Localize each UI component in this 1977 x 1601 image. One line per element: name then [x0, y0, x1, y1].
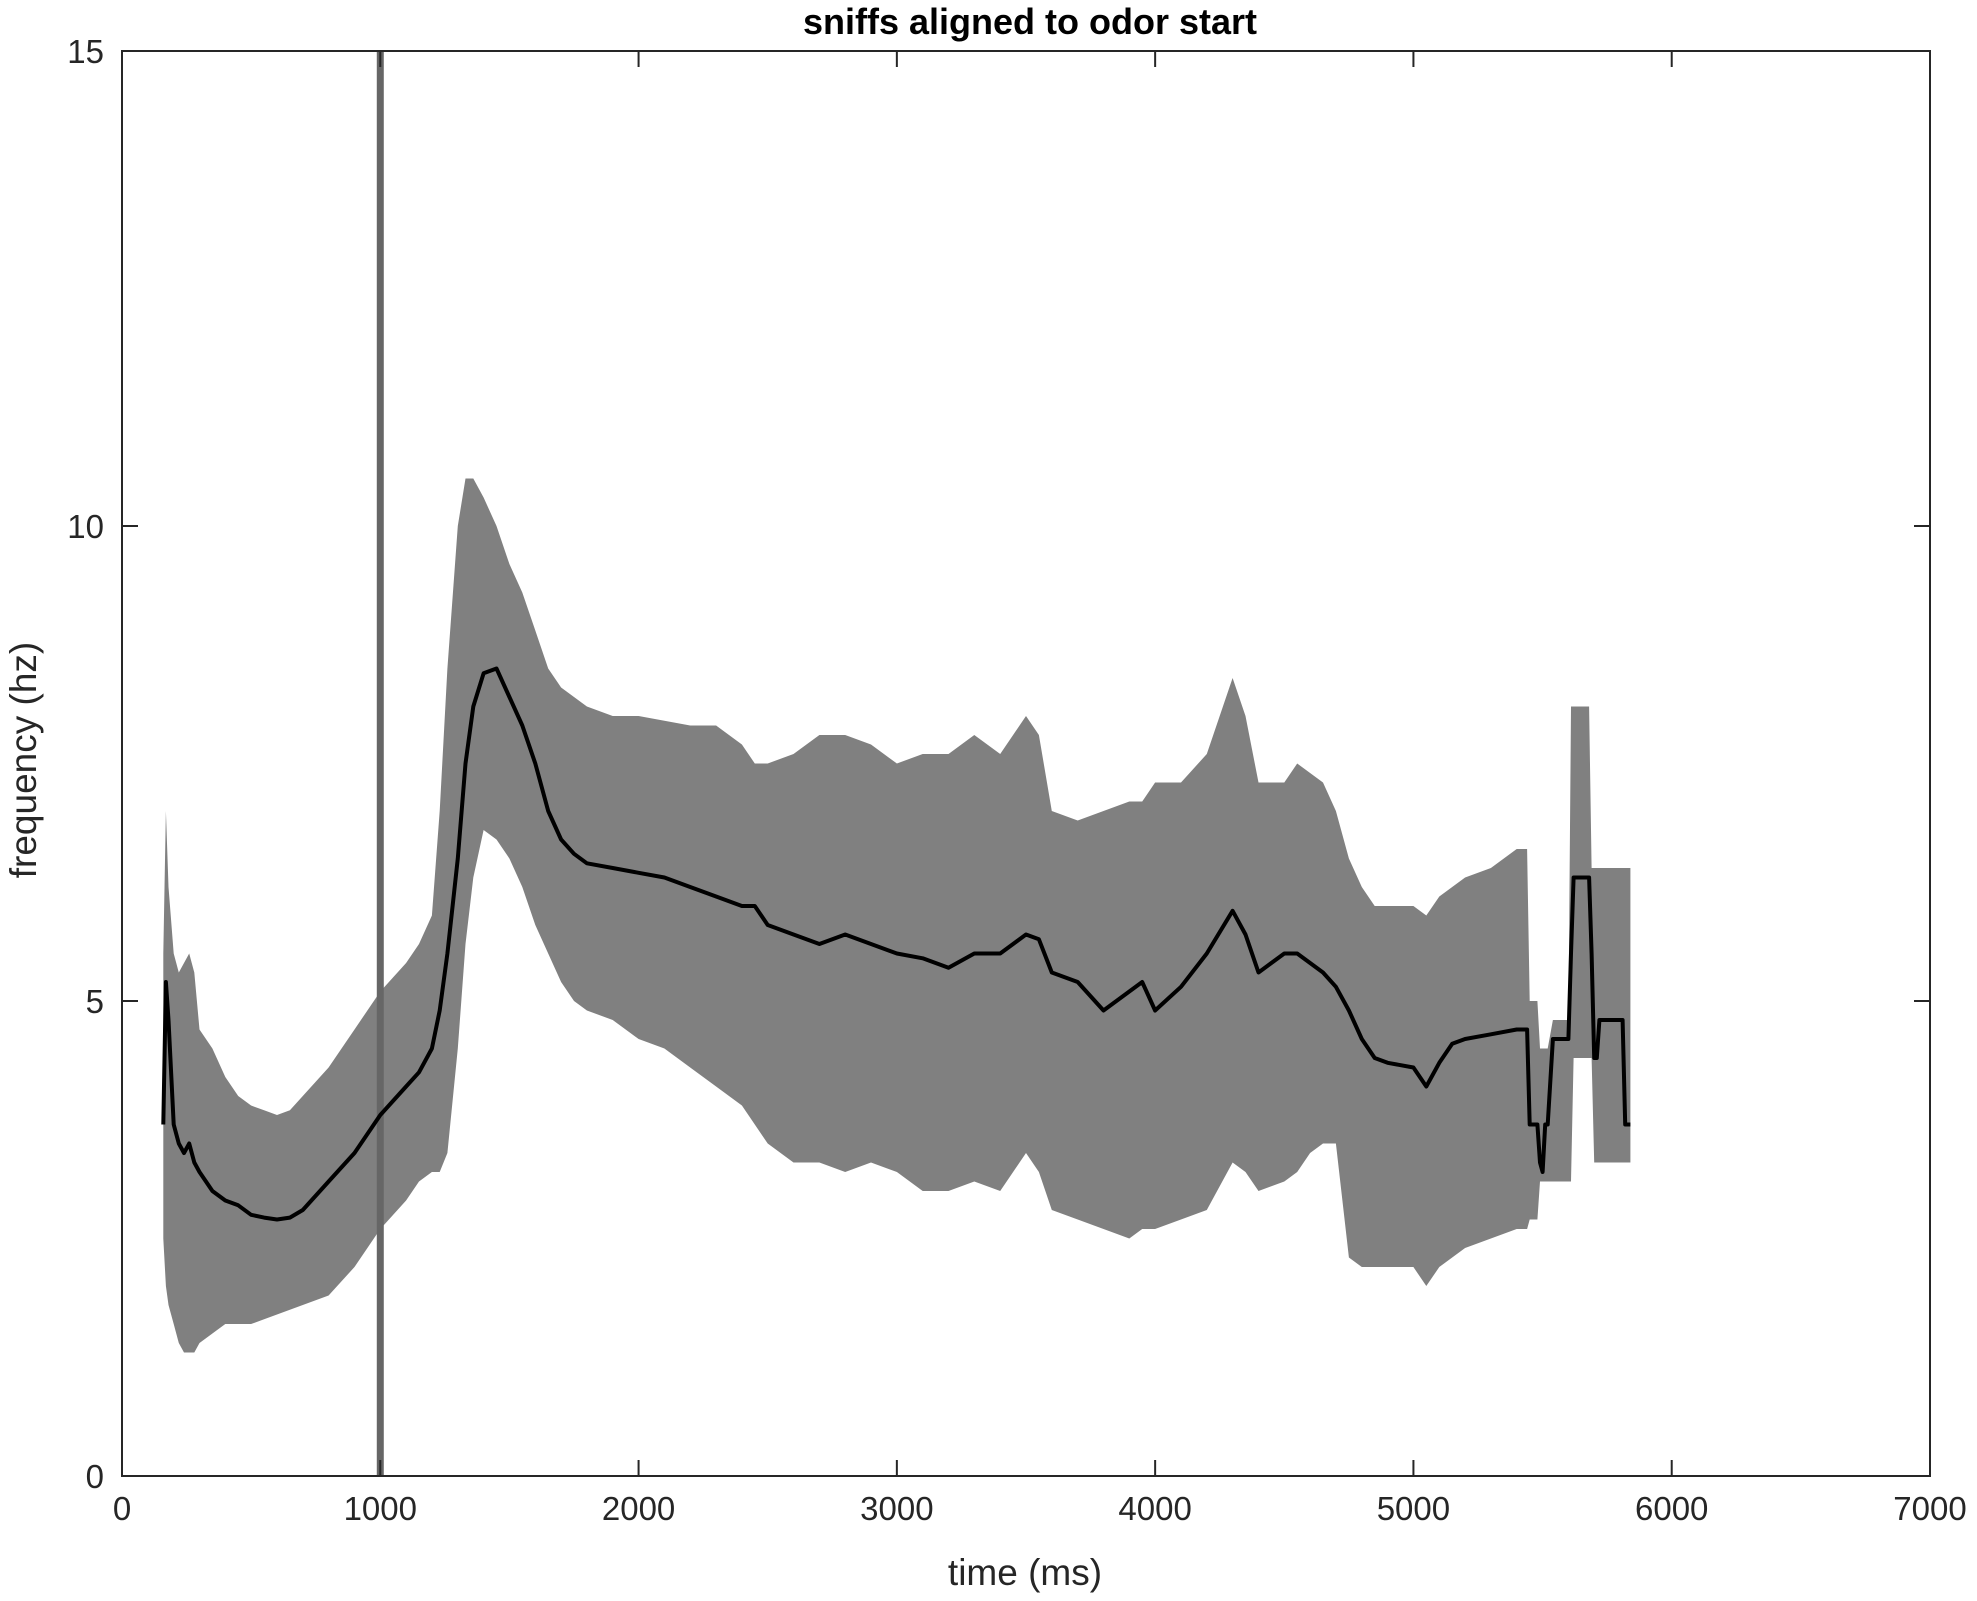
x-tick-label: 6000 — [1635, 1490, 1708, 1527]
x-tick-label: 2000 — [602, 1490, 675, 1527]
x-axis-label: time (ms) — [948, 1552, 1102, 1593]
x-tick-label: 7000 — [1893, 1490, 1966, 1527]
y-tick-label: 10 — [67, 508, 104, 545]
y-tick-label: 5 — [86, 983, 104, 1020]
x-tick-label: 5000 — [1377, 1490, 1450, 1527]
axes-layer: 0 1000 2000 3000 4000 5000 6000 7000 0 5 10 15 — [67, 33, 1966, 1527]
y-tick-label: 0 — [86, 1458, 104, 1495]
y-tick-label: 15 — [67, 33, 104, 70]
confidence-band — [163, 478, 1631, 1353]
x-tick-label: 4000 — [1118, 1490, 1191, 1527]
mean-frequency-line — [161, 666, 1631, 1222]
chart-title: sniffs aligned to odor start — [803, 1, 1257, 42]
axes-box — [121, 50, 1931, 1477]
x-tick-label: 1000 — [344, 1490, 417, 1527]
x-tick-label: 3000 — [860, 1490, 933, 1527]
plot-layer — [161, 51, 1631, 1476]
x-tick-label: 0 — [113, 1490, 131, 1527]
y-axis-label: frequency (hz) — [3, 642, 44, 879]
